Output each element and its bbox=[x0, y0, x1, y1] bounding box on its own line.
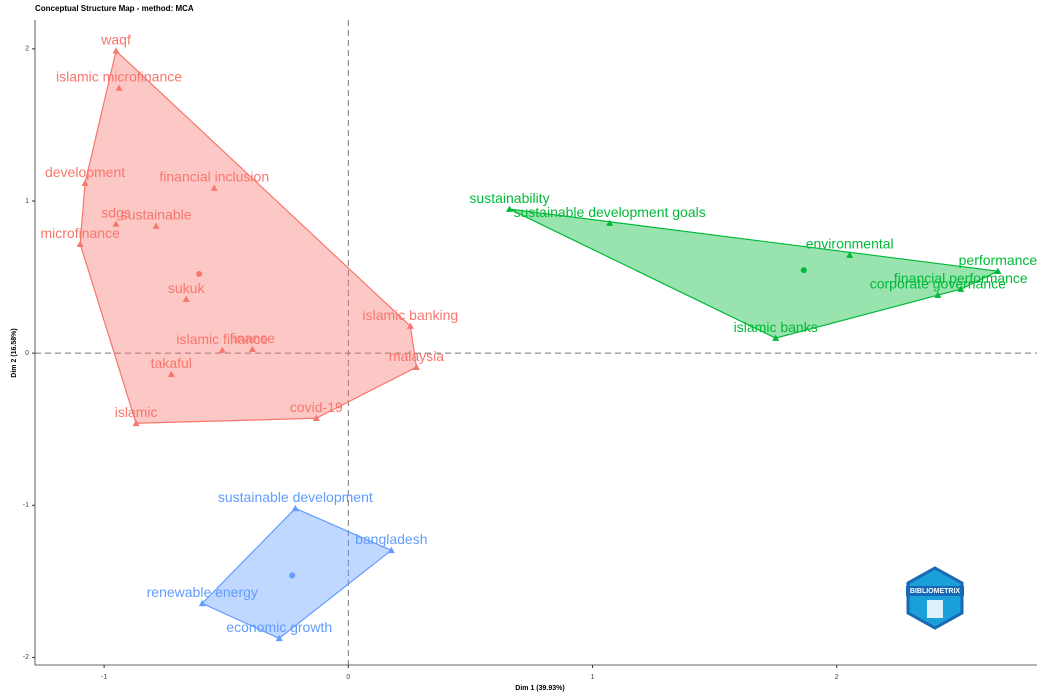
logo-band bbox=[906, 586, 964, 596]
point-label: performance bbox=[959, 252, 1037, 268]
x-tick-label: 1 bbox=[591, 674, 595, 681]
cluster-hull bbox=[79, 49, 418, 424]
logo-text: BIBLIOMETRIX bbox=[910, 588, 960, 595]
point-label: sustainable development goals bbox=[514, 204, 706, 220]
point-label: financial performance bbox=[894, 270, 1028, 286]
centroid bbox=[289, 572, 296, 579]
point-label: takaful bbox=[151, 355, 192, 371]
point bbox=[275, 634, 283, 642]
point bbox=[115, 84, 123, 91]
point-label: microfinance bbox=[40, 225, 120, 241]
point-label: economic growth bbox=[226, 619, 332, 635]
point bbox=[248, 345, 256, 352]
point bbox=[210, 184, 218, 191]
point bbox=[994, 267, 1002, 274]
point bbox=[112, 47, 120, 54]
point-label: islamic finance bbox=[176, 331, 268, 347]
point-label: finance bbox=[230, 330, 275, 346]
logo: BIBLIOMETRIX bbox=[906, 566, 964, 630]
logo-hex bbox=[906, 566, 964, 630]
y-tick-label: -1 bbox=[23, 502, 29, 509]
centroid bbox=[800, 267, 807, 274]
point bbox=[112, 220, 120, 227]
point bbox=[772, 334, 780, 341]
logo-icon bbox=[927, 600, 943, 618]
x-tick-label: -1 bbox=[101, 674, 107, 681]
point-label: environmental bbox=[806, 236, 894, 252]
point bbox=[218, 346, 226, 353]
point-label: financial inclusion bbox=[159, 169, 269, 185]
point bbox=[312, 414, 320, 422]
point-label: malaysia bbox=[389, 348, 444, 364]
chart-title: Conceptual Structure Map - method: MCA bbox=[35, 4, 194, 13]
y-tick-label: 0 bbox=[25, 350, 29, 357]
point bbox=[76, 240, 84, 247]
point bbox=[934, 291, 942, 298]
point-label: islamic banks bbox=[734, 319, 818, 335]
x-axis-label: Dim 1 (39.93%) bbox=[515, 685, 564, 692]
point-label: bangladesh bbox=[355, 531, 427, 547]
point bbox=[167, 370, 175, 377]
point bbox=[291, 504, 299, 512]
point bbox=[152, 222, 160, 229]
point-label: covid-19 bbox=[290, 399, 343, 415]
point-label: sustainable bbox=[121, 207, 192, 223]
y-tick-label: -2 bbox=[23, 654, 29, 661]
point-label: islamic microfinance bbox=[56, 69, 182, 85]
point-label: islamic banking bbox=[362, 307, 458, 323]
point-label: sdgs bbox=[101, 205, 131, 221]
point-label: sukuk bbox=[168, 280, 206, 296]
point-label: waqf bbox=[100, 32, 131, 48]
y-tick-label: 1 bbox=[25, 198, 29, 205]
centroid bbox=[196, 271, 203, 278]
point bbox=[387, 546, 395, 554]
plot-area: -1 0 1 2 -2 -1 0 1 2 waqf islamic microfinance fina… bbox=[23, 20, 1037, 681]
point bbox=[81, 179, 89, 186]
point-label: renewable energy bbox=[147, 584, 258, 600]
point bbox=[606, 219, 614, 226]
x-tick-label: 2 bbox=[835, 674, 839, 681]
point bbox=[846, 251, 854, 258]
point-label: development bbox=[45, 164, 125, 180]
point-label: sustainable development bbox=[218, 489, 373, 505]
point-label: corporate governance bbox=[870, 276, 1006, 292]
point-label: islamic bbox=[115, 404, 158, 420]
point-label: sustainability bbox=[469, 190, 549, 206]
point bbox=[182, 295, 190, 302]
point bbox=[506, 205, 514, 212]
point bbox=[132, 419, 140, 427]
point bbox=[406, 322, 414, 329]
y-tick-label: 2 bbox=[25, 46, 29, 53]
point bbox=[957, 285, 965, 292]
x-tick-label: 0 bbox=[346, 674, 350, 681]
point bbox=[412, 363, 420, 370]
point bbox=[198, 599, 206, 607]
y-axis-label: Dim 2 (16.58%) bbox=[11, 328, 18, 377]
